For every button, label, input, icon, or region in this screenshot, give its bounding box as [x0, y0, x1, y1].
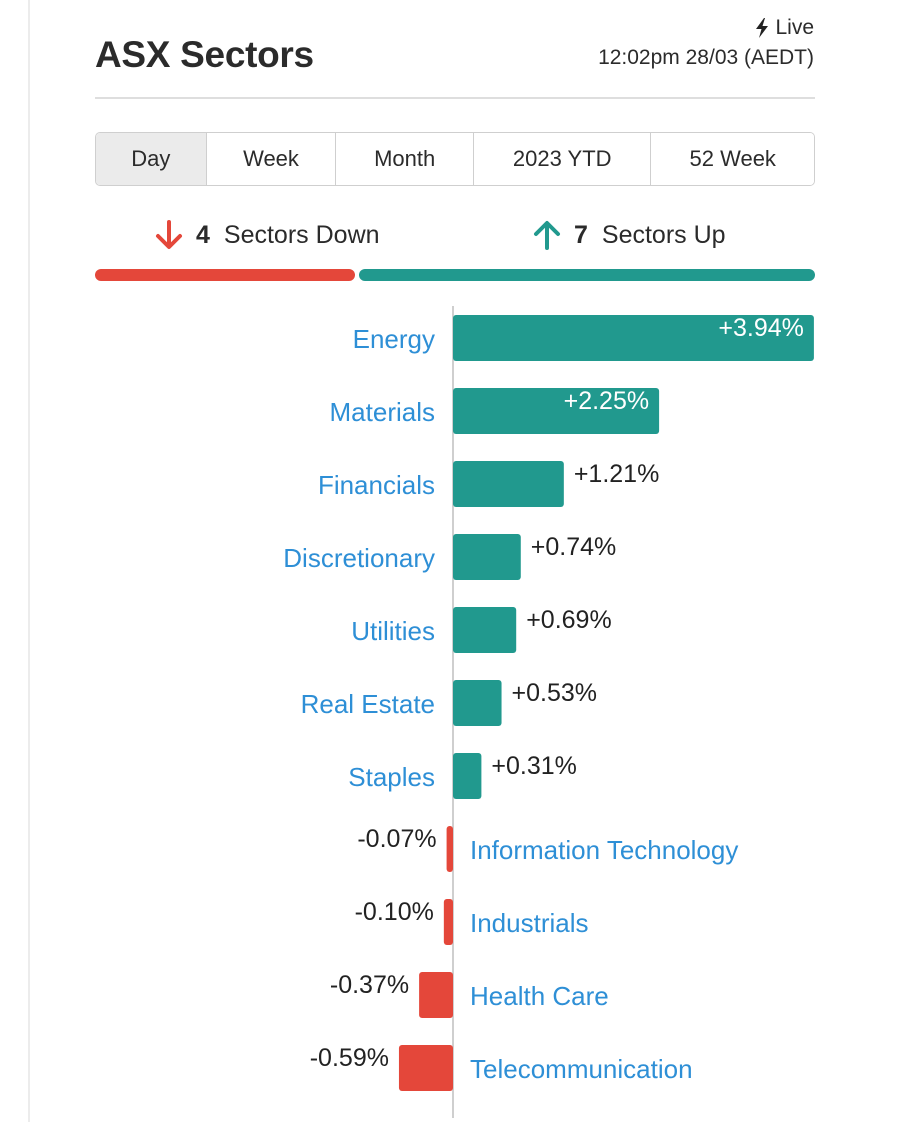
value-label: +2.25%: [564, 387, 650, 415]
bar-financials[interactable]: [453, 461, 564, 507]
bar-health-care[interactable]: [419, 972, 453, 1018]
value-label: +1.21%: [574, 460, 660, 488]
bar-information-technology[interactable]: [446, 826, 453, 872]
tab-day[interactable]: Day: [96, 133, 207, 185]
sectors-down-label: Sectors Down: [223, 220, 380, 249]
bar-discretionary[interactable]: [453, 534, 521, 580]
sector-performance-chart: Energy +3.94% Materials +2.25% Financials +1.…: [283, 306, 814, 1118]
value-label: +0.53%: [512, 679, 597, 707]
category-label[interactable]: Health Care: [470, 981, 609, 1011]
tab-2023-ytd[interactable]: 2023 YTD: [473, 133, 652, 185]
arrow-down-icon: [156, 220, 182, 249]
value-label: +3.94%: [718, 314, 804, 342]
value-label: +0.31%: [491, 752, 577, 780]
bar-materials[interactable]: [453, 388, 660, 434]
tab-52-week[interactable]: 52 Week: [651, 133, 814, 185]
value-label: -0.10%: [355, 898, 434, 926]
value-label: -0.59%: [310, 1044, 389, 1072]
live-label: Live: [775, 16, 814, 39]
category-label[interactable]: Staples: [348, 762, 435, 792]
bar-energy[interactable]: [453, 315, 814, 361]
bar-telecommunication[interactable]: [398, 1045, 453, 1091]
header-divider: [95, 97, 815, 99]
tab-week[interactable]: Week: [206, 133, 337, 185]
left-border: [28, 0, 30, 1122]
arrow-up-icon: [534, 221, 560, 250]
category-label[interactable]: Industrials: [470, 908, 589, 938]
live-indicator: Live: [755, 16, 814, 40]
sector-breadth-bar: [95, 269, 815, 281]
sectors-up-count: 7: [574, 220, 588, 249]
category-label[interactable]: Financials: [318, 470, 435, 500]
category-label[interactable]: Real Estate: [301, 689, 435, 719]
period-tabs: Day Week Month 2023 YTD 52 Week: [95, 132, 815, 186]
bar-staples[interactable]: [453, 753, 482, 799]
category-label[interactable]: Discretionary: [283, 543, 435, 573]
tab-month[interactable]: Month: [336, 133, 474, 185]
value-label: -0.37%: [330, 971, 409, 999]
sectors-down-count: 4: [196, 220, 210, 249]
timestamp: 12:02pm 28/03 (AEDT): [598, 46, 814, 69]
bar-industrials[interactable]: [443, 899, 453, 945]
value-label: -0.07%: [357, 825, 436, 853]
sectors-down-summary: 4 Sectors Down: [152, 218, 380, 252]
lightning-bolt-icon: [756, 18, 769, 38]
category-label[interactable]: Utilities: [351, 616, 435, 646]
category-label[interactable]: Energy: [353, 324, 435, 354]
value-label: +0.74%: [531, 533, 617, 561]
sectors-down-segment: [95, 269, 356, 281]
sectors-up-label: Sectors Up: [601, 220, 726, 249]
bar-real-estate[interactable]: [453, 680, 502, 726]
category-label[interactable]: Information Technology: [470, 835, 738, 865]
category-label[interactable]: Materials: [330, 397, 435, 427]
sectors-up-summary: 7 Sectors Up: [530, 218, 726, 252]
category-label[interactable]: Telecommunication: [470, 1054, 693, 1084]
bar-utilities[interactable]: [453, 607, 517, 653]
sectors-up-segment: [359, 269, 815, 281]
page-title: ASX Sectors: [95, 34, 314, 75]
value-label: +0.69%: [526, 606, 612, 634]
